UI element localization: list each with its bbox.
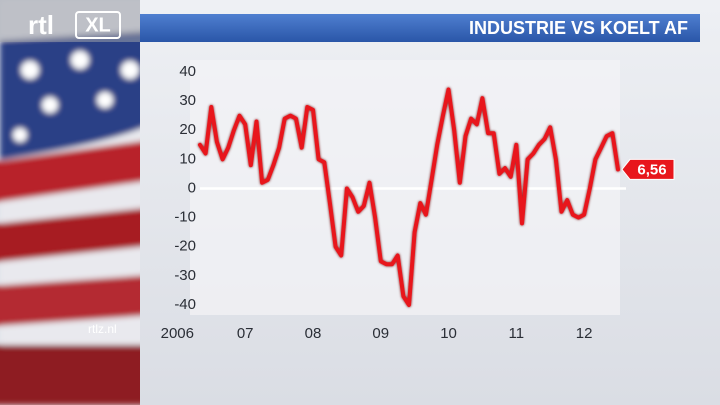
logo-box xyxy=(75,11,121,39)
logo-text: XL xyxy=(85,14,111,36)
y-tick-label: -30 xyxy=(174,267,196,284)
y-tick-label: 30 xyxy=(179,92,196,109)
logo-text: rtl xyxy=(28,10,54,40)
x-tick-label: 09 xyxy=(372,325,389,342)
x-tick-label: 12 xyxy=(576,325,593,342)
y-tick-label: 10 xyxy=(179,150,196,167)
source: rtlz.nl xyxy=(88,322,117,336)
y-tick-label: 20 xyxy=(179,121,196,138)
value-label-box xyxy=(621,158,675,180)
logo-band xyxy=(0,0,140,42)
x-tick-label: 10 xyxy=(440,325,457,342)
y-tick-label: -20 xyxy=(174,238,196,255)
value-label: 6,56 xyxy=(637,161,666,178)
title-bar xyxy=(140,14,700,42)
x-tick-label: 08 xyxy=(305,325,322,342)
y-tick-label: 40 xyxy=(179,63,196,80)
x-tick-label: 2006 xyxy=(161,325,194,342)
x-tick-label: 11 xyxy=(509,325,525,342)
flag-background xyxy=(0,0,182,405)
x-tick-label: 07 xyxy=(237,325,254,342)
chart-title: INDUSTRIE VS KOELT AF xyxy=(469,18,688,38)
y-tick-label: 0 xyxy=(188,179,196,196)
y-tick-label: -40 xyxy=(174,296,196,313)
y-tick-label: -10 xyxy=(174,209,196,226)
data-line xyxy=(198,87,620,307)
